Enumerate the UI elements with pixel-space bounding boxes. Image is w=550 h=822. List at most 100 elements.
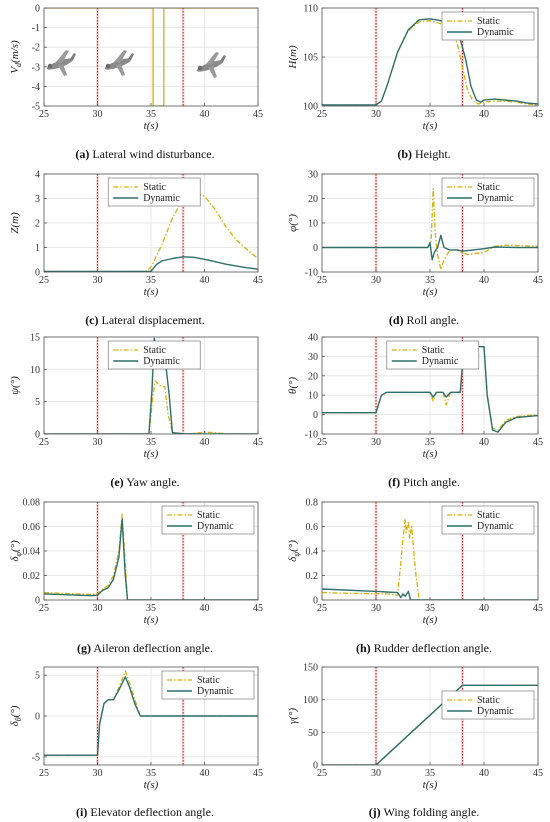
- legend-box: [107, 340, 201, 370]
- x-tick-label: 45: [253, 603, 263, 614]
- x-tick-label: 40: [479, 275, 489, 286]
- y-axis-label: Z(m): [9, 212, 21, 234]
- y-tick-label: 10: [308, 391, 318, 402]
- legend-label-dynamic: Dynamic: [143, 193, 180, 204]
- y-tick-label: -10: [305, 430, 318, 441]
- legend-label-static: Static: [422, 345, 445, 356]
- y-tick-label: 5: [35, 671, 40, 682]
- y-tick-label: -1: [32, 23, 40, 34]
- y-axis-label: H(m): [287, 45, 299, 70]
- series-group: [322, 684, 538, 765]
- chart-h: 25 30 35 40 45 0 0.2 0.4 0.6 0.8 t(s) δψ(°) StaticDy…: [287, 498, 543, 656]
- y-tick-label: 0.04: [23, 547, 41, 558]
- legend-box: [441, 690, 535, 720]
- legend-box: [161, 670, 255, 700]
- x-tick-label: 25: [39, 603, 49, 614]
- legend-label-dynamic: Dynamic: [477, 193, 514, 204]
- y-tick-label: 0.08: [23, 498, 41, 509]
- y-tick-label: 0.2: [306, 571, 319, 582]
- x-tick-label: 30: [371, 603, 381, 614]
- x-tick-label: 35: [146, 275, 156, 286]
- legend-box: [441, 177, 535, 207]
- x-tick-label: 35: [425, 768, 435, 779]
- y-axis-label: φ(°): [287, 214, 299, 232]
- x-tick-label: 30: [371, 109, 381, 120]
- x-tick-label: 45: [533, 109, 543, 120]
- chart-caption: (d) Roll angle.: [389, 313, 459, 327]
- x-tick-label: 45: [533, 768, 543, 779]
- legend-label-dynamic: Dynamic: [197, 521, 234, 532]
- x-tick-label: 30: [371, 275, 381, 286]
- x-tick-label: 45: [253, 275, 263, 286]
- y-axis-label: δθ(°): [9, 705, 23, 726]
- legend-box: [107, 177, 201, 207]
- y-tick-label: 15: [30, 333, 40, 344]
- series-group: [322, 188, 538, 271]
- y-tick-label: 110: [303, 4, 318, 15]
- y-tick-label: 150: [303, 663, 318, 674]
- x-tick-label: 40: [479, 109, 489, 120]
- x-tick-label: 40: [200, 603, 210, 614]
- y-tick-label: -4: [32, 82, 40, 93]
- y-tick-label: 100: [303, 102, 318, 113]
- y-tick-label: 50: [308, 728, 318, 739]
- legend-label-static: Static: [477, 510, 500, 521]
- y-axis-label: Vd(m/s): [9, 40, 23, 74]
- legend-box: [161, 505, 255, 535]
- y-tick-label: 10: [308, 219, 318, 230]
- series-line-dynamic: [322, 346, 538, 433]
- legend-label-static: Static: [477, 16, 500, 27]
- x-tick-label: 25: [39, 768, 49, 779]
- series-line-static: [44, 513, 258, 600]
- series-group: [322, 346, 538, 433]
- aircraft-icon: [196, 52, 226, 78]
- x-tick-label: 30: [93, 437, 103, 448]
- chart-caption: (b) Height.: [397, 147, 450, 161]
- y-tick-label: 10: [30, 365, 40, 376]
- x-tick-label: 45: [253, 109, 263, 120]
- x-axis-label: t(s): [423, 779, 438, 791]
- chart-caption: (c) Lateral displacement.: [85, 313, 205, 327]
- series-line-static: [322, 518, 538, 600]
- y-tick-label: 3: [35, 194, 40, 205]
- x-tick-label: 25: [317, 275, 327, 286]
- y-axis-label: θ(°): [287, 377, 299, 394]
- chart-caption: (e) Yaw angle.: [110, 475, 179, 489]
- y-tick-label: -2: [32, 43, 40, 54]
- x-tick-label: 45: [533, 437, 543, 448]
- x-tick-label: 30: [93, 603, 103, 614]
- x-axis-label: t(s): [144, 614, 159, 626]
- chart-caption: (h) Rudder deflection angle.: [356, 641, 492, 655]
- chart-caption: (i) Elevator deflection angle.: [76, 805, 214, 819]
- legend-label-dynamic: Dynamic: [197, 686, 234, 697]
- x-tick-label: 25: [39, 437, 49, 448]
- y-tick-label: 0: [35, 4, 40, 15]
- x-tick-label: 40: [479, 437, 489, 448]
- series-line-static: [44, 380, 258, 434]
- y-tick-label: 0.6: [306, 522, 319, 533]
- series-line-dynamic: [322, 588, 538, 600]
- y-tick-label: 20: [308, 371, 318, 382]
- x-tick-label: 25: [39, 109, 49, 120]
- x-tick-label: 45: [533, 275, 543, 286]
- legend-label-dynamic: Dynamic: [477, 706, 514, 717]
- series-group: [322, 518, 538, 600]
- y-tick-label: 0.4: [306, 547, 319, 558]
- x-tick-label: 45: [253, 437, 263, 448]
- y-axis-label: δφ(°): [9, 540, 23, 562]
- y-tick-label: -5: [32, 102, 40, 113]
- series-group: [44, 513, 258, 600]
- chart-a: 25 30 35 40 45 -5 -4 -3 -2 -1 0 t(s) Vd(m/s) (a) Late…: [9, 4, 263, 162]
- legend-box: [386, 340, 480, 370]
- x-tick-label: 40: [200, 437, 210, 448]
- chart-caption: (j) Wing folding angle.: [369, 805, 480, 819]
- y-tick-label: 5: [35, 397, 40, 408]
